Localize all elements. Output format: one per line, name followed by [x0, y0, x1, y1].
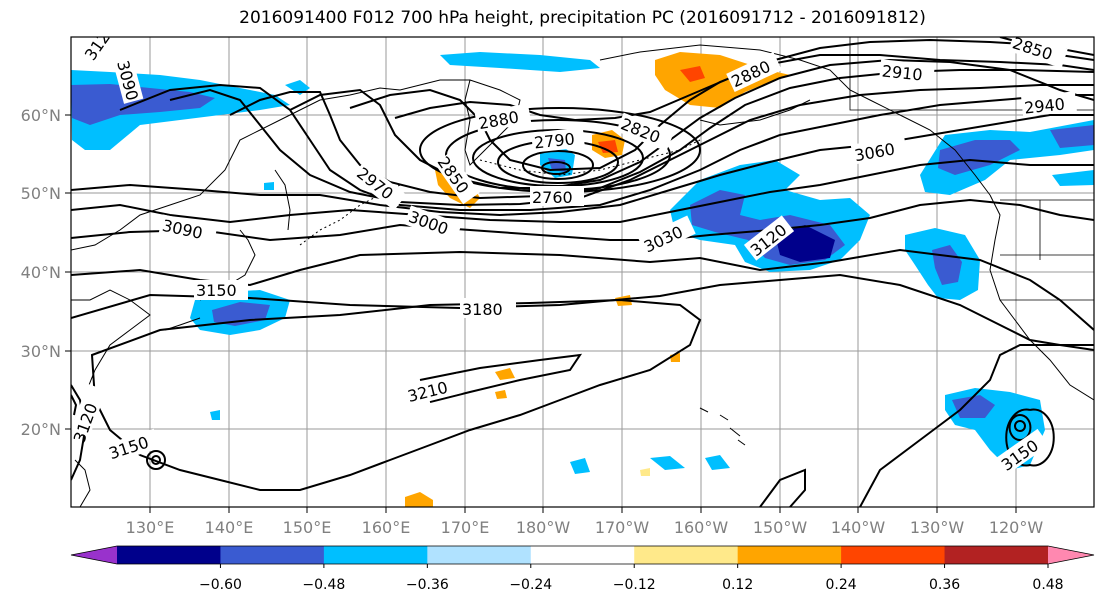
colorbar-extend-low [71, 546, 117, 564]
lon-label: 170°E [441, 518, 490, 537]
colorbar-tick-label: −0.36 [406, 577, 449, 593]
colorbar-cell [323, 546, 428, 564]
lat-label: 60°N [21, 106, 61, 125]
lon-label: 150°E [283, 518, 332, 537]
colorbar-tick-label: −0.60 [199, 577, 242, 593]
lon-label: 130°W [910, 518, 965, 537]
lon-label: 140°W [831, 518, 886, 537]
coastlines [71, 37, 1094, 507]
colorbar-extend-high [1048, 546, 1094, 564]
lon-label: 160°W [674, 518, 729, 537]
longitude-labels: 130°E 140°E 150°E 160°E 170°E 180°W 170°… [126, 518, 1044, 537]
colorbar: −0.60 −0.48 −0.36 −0.24 −0.12 0.12 0.24 0.36 0.4… [70, 545, 1095, 593]
colorbar-tick-label: −0.12 [613, 577, 656, 593]
colorbar-cell [117, 546, 221, 564]
lon-label: 150°W [753, 518, 808, 537]
colorbar-cell [841, 546, 946, 564]
colorbar-cell [427, 546, 532, 564]
colorbar-cell [530, 546, 635, 564]
contour-label: 2760 [532, 188, 573, 207]
axis-ticks [65, 114, 1017, 513]
lat-label: 20°N [21, 420, 61, 439]
contour-label: 2940 [1023, 94, 1065, 117]
colorbar-tick-label: 0.36 [929, 577, 960, 593]
lon-label: 160°E [362, 518, 411, 537]
latitude-labels: 60°N 50°N 40°N 30°N 20°N [21, 106, 61, 439]
lat-label: 30°N [21, 342, 61, 361]
colorbar-tick-label: 0.24 [826, 577, 857, 593]
colorbar-tick-label: −0.48 [302, 577, 345, 593]
lat-label: 50°N [21, 184, 61, 203]
colorbar-cell [737, 546, 842, 564]
contour-label: 3180 [462, 300, 503, 319]
contour-label: 2910 [881, 61, 923, 84]
colorbar-cell [634, 546, 739, 564]
colorbar-tick-label: 0.48 [1032, 577, 1063, 593]
height-contours [71, 37, 1094, 507]
contour-label: 3150 [196, 281, 237, 300]
lat-label: 40°N [21, 263, 61, 282]
colorbar-tick-label: 0.12 [722, 577, 753, 593]
lon-label: 130°E [126, 518, 175, 537]
lon-label: 180°W [516, 518, 571, 537]
lon-label: 170°W [595, 518, 650, 537]
lon-label: 120°W [989, 518, 1044, 537]
colorbar-tick-label: −0.24 [509, 577, 552, 593]
colorbar-cell [944, 546, 1049, 564]
contour-label: 2790 [533, 129, 575, 152]
map-title: 2016091400 F012 700 hPa height, precipit… [239, 8, 926, 28]
colorbar-cell [220, 546, 325, 564]
lon-label: 140°E [205, 518, 254, 537]
